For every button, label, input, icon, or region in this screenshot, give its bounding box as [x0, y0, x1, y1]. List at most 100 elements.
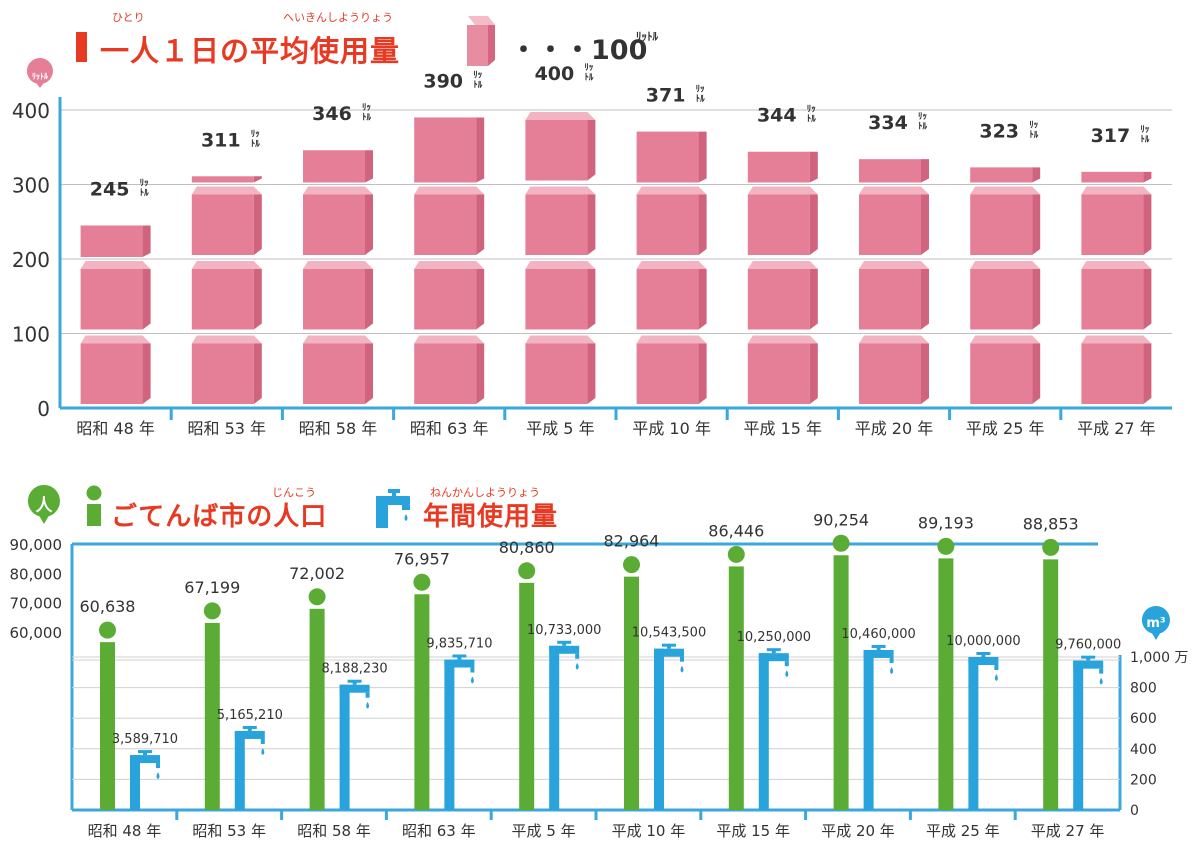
bottom-left-tick: 70,000 [10, 595, 63, 613]
top-chart-title: 一人１日の平均使用量 [100, 34, 401, 68]
top-category-label: 平成 5 年 [526, 419, 594, 438]
bottom-category-label: 平成 20 年 [821, 822, 895, 840]
top-category-label: 昭和 48 年 [76, 419, 155, 438]
top-value-unit: ﾄﾙ [918, 121, 928, 132]
top-y-tick: 0 [37, 397, 50, 421]
usage-value-label: 10,733,000 [527, 623, 601, 638]
population-value-label: 76,957 [394, 549, 450, 568]
ruby-nenkan: ねんかんしようりょう [430, 486, 540, 499]
population-bar [1042, 538, 1060, 810]
usage-value-label: 10,250,000 [737, 630, 811, 645]
population-value-label: 80,860 [499, 538, 555, 557]
usage-value-label: 8,188,230 [322, 662, 388, 677]
top-value-label: 323 [979, 120, 1019, 142]
usage-title: 年間使用量 [423, 502, 559, 532]
population-value-label: 90,254 [813, 510, 869, 529]
pop-badge: 人 [27, 484, 61, 526]
usage-bar [130, 750, 160, 810]
carton-bar [191, 176, 262, 404]
ruby-jinkou: じんこう [272, 486, 316, 499]
bottom-category-label: 昭和 48 年 [88, 822, 162, 840]
usage-unit-badge-label: m³ [1146, 616, 1165, 631]
top-value-unit: ﾄﾙ [696, 94, 706, 105]
top-value-unit: ﾘｯ [807, 104, 817, 115]
usage-value-label: 9,760,000 [1055, 638, 1121, 653]
top-y-tick: 400 [12, 99, 50, 123]
usage-bar [968, 652, 999, 810]
top-value-unit: ﾄﾙ [251, 138, 261, 149]
top-value-unit: ﾘｯ [140, 177, 150, 188]
top-value-label: 346 [312, 103, 352, 125]
top-category-label: 昭和 63 年 [410, 419, 489, 438]
usage-value-label: 5,165,210 [217, 708, 283, 723]
legend-carton-icon [464, 14, 498, 72]
carton-bar [414, 117, 485, 404]
top-category-label: 平成 25 年 [966, 419, 1045, 438]
usage-value-label: 9,835,710 [426, 637, 492, 652]
bottom-category-label: 昭和 53 年 [192, 822, 266, 840]
top-value-unit: ﾄﾙ [140, 187, 150, 198]
top-value-unit: ﾄﾙ [1029, 129, 1039, 140]
carton-bar [747, 151, 818, 404]
population-title: ごてんば市の人口 [111, 502, 328, 532]
top-value-label: 317 [1091, 125, 1131, 147]
usage-value-label: 10,460,000 [841, 627, 915, 642]
usage-value-label: 10,543,500 [632, 626, 706, 641]
usage-value-label: 10,000,000 [946, 634, 1020, 649]
top-value-unit: ﾘｯ [918, 111, 928, 122]
top-category-label: 平成 10 年 [632, 419, 711, 438]
population-bar [203, 602, 221, 810]
population-bar [308, 588, 326, 810]
top-y-tick: 200 [12, 248, 50, 272]
legend-text: ・・・100 [510, 35, 648, 66]
top-category-label: 平成 27 年 [1077, 419, 1156, 438]
top-value-label: 311 [201, 129, 241, 151]
top-value-unit: ﾄﾙ [473, 79, 483, 90]
top-value-unit: ﾘｯ [1029, 119, 1039, 130]
population-bar [727, 545, 745, 810]
population-icon [84, 485, 104, 531]
top-value-unit: ﾘｯ [251, 128, 261, 139]
bottom-right-tick: 1,000 万 [1130, 650, 1189, 666]
bottom-category-label: 平成 5 年 [512, 822, 576, 840]
top-value-unit: ﾘｯ [473, 69, 483, 80]
top-unit-badge-label: ﾘｯﾄﾙ [32, 72, 49, 81]
usage-bar [758, 648, 789, 810]
population-value-label: 88,853 [1023, 514, 1079, 533]
bottom-left-tick: 60,000 [10, 624, 63, 642]
population-bar [99, 621, 116, 810]
usage-bar [1073, 655, 1104, 810]
bottom-left-tick: 90,000 [10, 536, 63, 554]
usage-bar [339, 679, 370, 810]
legend-unit: ﾘｯﾄﾙ [636, 30, 658, 43]
population-value-label: 89,193 [918, 513, 974, 532]
bottom-category-label: 平成 10 年 [612, 822, 686, 840]
top-value-unit: ﾘｯ [584, 62, 594, 73]
population-value-label: 86,446 [708, 521, 764, 540]
carton-bar [970, 167, 1041, 404]
top-unit-badge: ﾘｯﾄﾙ [26, 58, 53, 88]
carton-bar [1081, 171, 1152, 404]
top-value-unit: ﾘｯ [362, 102, 372, 113]
bottom-right-tick: 0 [1130, 803, 1139, 819]
bottom-category-label: 平成 25 年 [926, 822, 1000, 840]
carton-bar [636, 131, 707, 404]
top-value-unit: ﾄﾙ [807, 114, 817, 125]
top-y-tick: 100 [12, 323, 50, 347]
bottom-category-label: 平成 15 年 [716, 822, 790, 840]
top-value-unit: ﾘｯ [1140, 124, 1150, 135]
top-title-marker [76, 32, 87, 62]
bottom-left-tick: 80,000 [10, 565, 63, 583]
carton-bar [525, 112, 596, 404]
top-value-label: 245 [90, 178, 130, 200]
bottom-right-tick: 800 [1130, 681, 1157, 697]
top-category-label: 平成 20 年 [855, 419, 934, 438]
top-y-tick: 300 [12, 174, 50, 198]
usage-bar [549, 640, 580, 810]
bottom-right-tick: 600 [1130, 711, 1157, 727]
top-value-label: 344 [757, 105, 797, 127]
population-value-label: 82,964 [604, 532, 660, 551]
top-value-label: 334 [868, 112, 908, 134]
population-bar [518, 562, 536, 810]
